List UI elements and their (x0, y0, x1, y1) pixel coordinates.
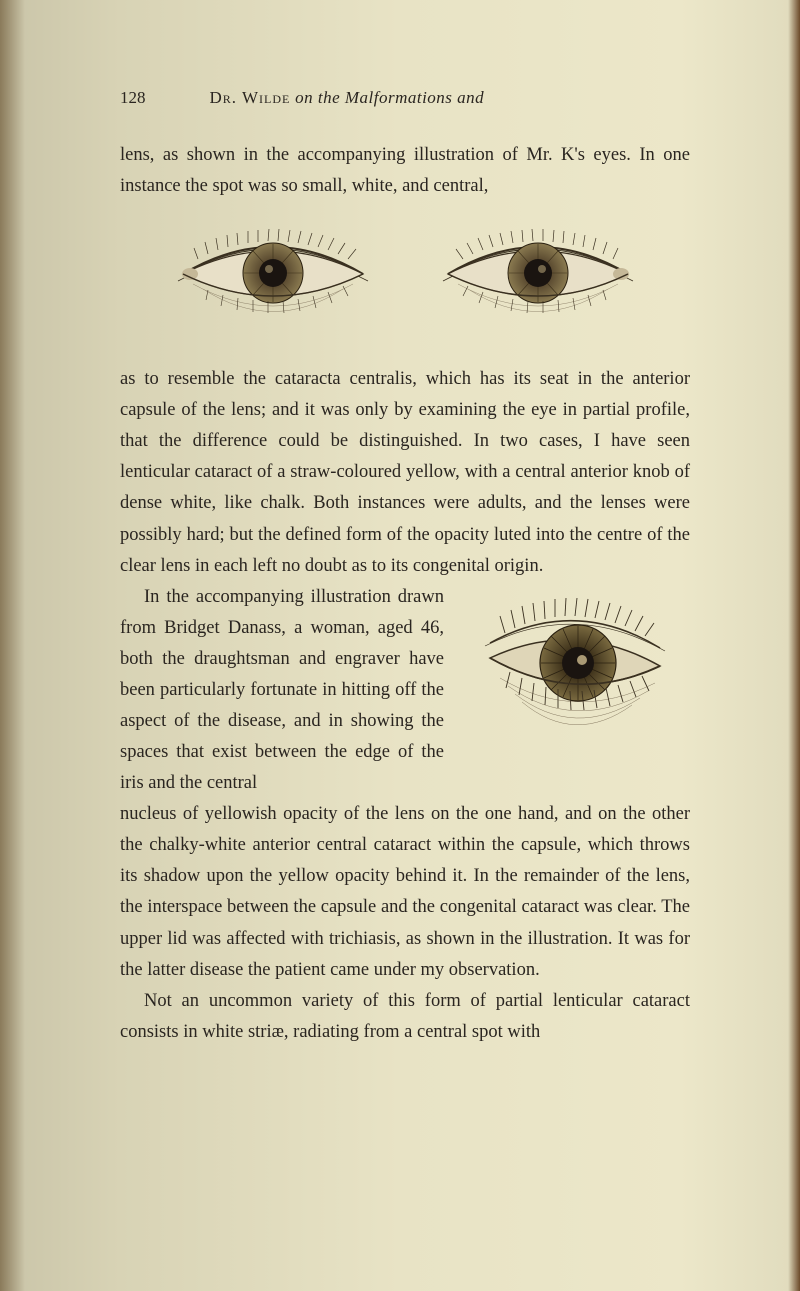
left-eye-illustration (158, 226, 388, 336)
paragraph-1: lens, as shown in the accompanying illus… (120, 140, 690, 202)
paragraph-2: as to resemble the cataracta centralis, … (120, 364, 690, 582)
page-content: 128 Dr. Wilde on the Malformations and l… (0, 0, 800, 1128)
paragraph-4: Not an uncommon variety of this form of … (120, 986, 690, 1048)
eyes-illustration-row (120, 226, 690, 336)
page-number: 128 (120, 88, 146, 108)
paragraph-3-wrap: In the accompanying illustration drawn f… (120, 582, 690, 986)
single-eye-illustration (460, 588, 690, 788)
running-head: Dr. Wilde on the Malformations and (210, 88, 485, 108)
paragraph-3b: nucleus of yellowish opacity of the lens… (120, 799, 690, 985)
page-header: 128 Dr. Wilde on the Malformations and (120, 88, 690, 108)
author-name: Dr. Wilde (210, 88, 291, 107)
right-eye-illustration (423, 226, 653, 336)
running-head-title: on the Malformations and (290, 88, 484, 107)
